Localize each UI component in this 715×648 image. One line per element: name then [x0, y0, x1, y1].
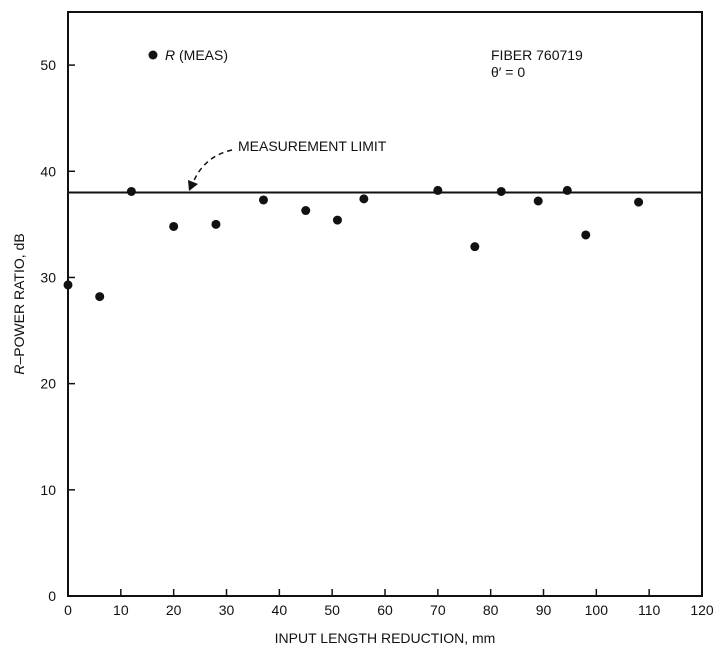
measurement-limit-arrow: [192, 149, 233, 184]
x-tick-label: 0: [64, 602, 72, 618]
y-tick-label: 50: [40, 57, 56, 73]
y-tick-label: 0: [48, 588, 56, 604]
x-axis-title: INPUT LENGTH REDUCTION, mm: [275, 630, 496, 646]
plot-frame: [67, 11, 703, 597]
data-point: [95, 292, 105, 302]
tick-labels: 0 10 20 30 40 50 60 70 80 90 100 110 120 0 10 20 30 40 50: [40, 57, 713, 618]
legend-label-rest: (MEAS): [175, 47, 228, 63]
legend-label: R (MEAS): [165, 47, 228, 63]
data-point: [533, 196, 543, 206]
measurement-limit-arrowhead: [188, 180, 198, 191]
x-tick-label: 20: [166, 602, 182, 618]
data-points: [63, 185, 644, 302]
data-point: [169, 221, 179, 231]
data-point: [359, 194, 369, 204]
y-axis-title-italic: R: [11, 365, 27, 375]
data-point: [581, 230, 591, 240]
x-tick-label: 50: [324, 602, 340, 618]
x-tick-label: 30: [219, 602, 235, 618]
data-point: [63, 280, 73, 290]
x-tick-label: 110: [638, 602, 661, 618]
data-point: [258, 195, 268, 205]
y-axis-title-rest: –POWER RATIO, dB: [11, 233, 27, 364]
legend-marker: [148, 50, 158, 60]
x-tick-label: 40: [272, 602, 288, 618]
data-point: [126, 186, 136, 196]
legend-label-italic: R: [165, 47, 175, 63]
x-tick-label: 100: [585, 602, 609, 618]
fiber-label: FIBER 760719: [491, 47, 583, 63]
data-point: [211, 219, 221, 229]
x-tick-label: 80: [483, 602, 499, 618]
data-point: [332, 215, 342, 225]
y-tick-label: 20: [40, 376, 56, 392]
ticks: [67, 64, 703, 597]
x-tick-label: 120: [690, 602, 714, 618]
data-point: [301, 206, 311, 216]
data-point: [496, 186, 506, 196]
data-point: [470, 242, 480, 252]
y-tick-label: 10: [40, 482, 56, 498]
data-point: [433, 185, 443, 195]
y-tick-label: 40: [40, 163, 56, 179]
x-tick-label: 70: [430, 602, 446, 618]
x-tick-label: 60: [377, 602, 393, 618]
measurement-limit-label: MEASUREMENT LIMIT: [238, 138, 387, 154]
y-axis-title: R–POWER RATIO, dB: [11, 233, 27, 374]
theta-label: θ′ = 0: [491, 64, 525, 80]
y-tick-label: 30: [40, 269, 56, 285]
x-tick-label: 90: [536, 602, 552, 618]
x-tick-label: 10: [113, 602, 129, 618]
data-point: [562, 185, 572, 195]
data-point: [634, 197, 644, 207]
